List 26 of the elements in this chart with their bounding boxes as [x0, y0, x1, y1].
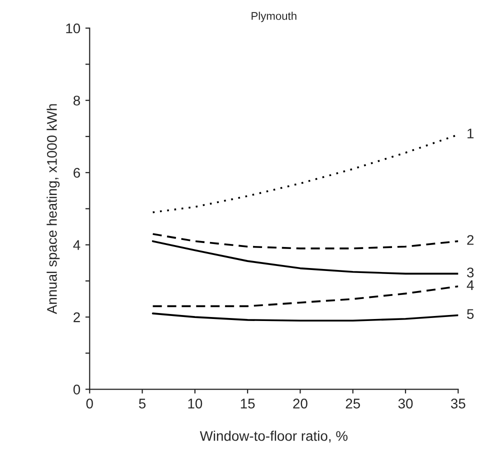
- y-axis-title: Annual space heating, x1000 kWh: [46, 104, 60, 314]
- y-tick-label: 10: [66, 23, 80, 34]
- series-label: 5: [467, 309, 474, 319]
- x-tick-label: 30: [398, 398, 413, 408]
- line-series: [152, 240, 458, 275]
- x-tick-label: 10: [188, 398, 202, 408]
- x-tick-label: 5: [138, 398, 146, 408]
- y-tick-label: 8: [73, 96, 80, 106]
- y-tick-label: 0: [73, 384, 80, 394]
- x-tick-label: 20: [293, 398, 308, 408]
- x-tick-label: 15: [240, 398, 255, 408]
- series-label: 4: [466, 280, 474, 290]
- x-tick-label: 35: [450, 398, 466, 408]
- y-tick-label: 6: [74, 168, 80, 178]
- series-label: 1: [468, 128, 474, 138]
- series-label: 2: [467, 235, 474, 245]
- line-series: [152, 285, 458, 308]
- series-label: 3: [467, 268, 474, 278]
- line-series: [152, 233, 458, 250]
- line-series: [152, 312, 458, 322]
- y-tick-label: 4: [73, 240, 80, 250]
- chart-title: Plymouth: [252, 12, 296, 22]
- x-tick-label: 25: [346, 398, 360, 408]
- x-axis-title: Window-to-floor ratio, %: [200, 430, 348, 443]
- x-tick-label: 0: [86, 398, 93, 408]
- y-tick-label: 2: [74, 312, 80, 322]
